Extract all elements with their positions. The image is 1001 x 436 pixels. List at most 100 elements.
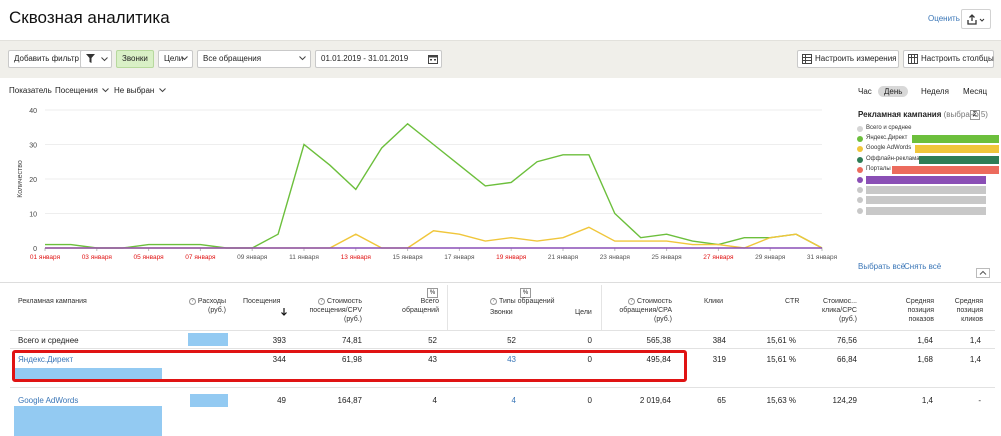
row-total-ctr: 15,61 % — [766, 336, 796, 345]
col-cpv-label: Стоимость посещения/CPV (руб.) — [309, 298, 362, 323]
legend-bar — [866, 176, 986, 184]
row-adwords-cpv: 164,87 — [337, 396, 362, 405]
row-divider — [10, 330, 995, 331]
calendar-icon[interactable] — [428, 54, 438, 64]
col-campaign[interactable]: Рекламная кампания — [18, 298, 87, 305]
row-yandex-name[interactable]: Яндекс.Директ — [18, 355, 74, 364]
row-yandex-clicks: 319 — [712, 355, 726, 364]
row-adwords-ctr: 15,63 % — [766, 396, 796, 405]
col-avg-impr[interactable]: Средняя позиция показов — [905, 298, 934, 323]
row-adwords-cpc: 124,29 — [832, 396, 857, 405]
goals-dropdown[interactable]: Цели — [158, 50, 193, 68]
legend-title-text: Рекламная кампания — [858, 110, 942, 119]
calls-toggle[interactable]: Звонки — [116, 50, 154, 68]
row-total-calls: 52 — [507, 336, 516, 345]
col-calls[interactable]: Звонки — [490, 309, 513, 316]
configure-columns-button[interactable]: Настроить столбцы — [903, 50, 994, 68]
legend-dot — [857, 166, 863, 173]
collapse-panel-icon[interactable] — [976, 268, 990, 278]
info-icon: ? — [490, 297, 497, 305]
rate-link[interactable]: Оценить — [928, 14, 960, 23]
x-tick-label: 29 января — [755, 254, 786, 261]
col-visits[interactable]: Посещения — [243, 297, 288, 316]
col-goals[interactable]: Цели — [575, 309, 592, 316]
indicator-second-dropdown[interactable]: Не выбран — [114, 86, 166, 95]
x-tick-label: 27 января — [703, 254, 734, 261]
legend-label: Порталы — [866, 165, 891, 172]
row-total-total: 52 — [428, 336, 437, 345]
row-yandex-avg-click: 1,4 — [969, 355, 981, 364]
indicator-metric-dropdown[interactable]: Посещения — [55, 86, 109, 95]
chevron-down-icon — [101, 57, 108, 62]
sigma-toggle[interactable]: Σ — [970, 110, 980, 120]
col-cpc[interactable]: Стоимос... клика/CPC (руб.) — [822, 298, 857, 323]
row-adwords-avg-click: - — [978, 396, 981, 405]
period-day[interactable]: День — [878, 86, 909, 97]
x-tick-label: 19 января — [496, 254, 527, 261]
legend-dot — [857, 136, 863, 143]
col-total[interactable]: Всего обращений — [402, 298, 439, 314]
sort-desc-icon — [281, 308, 287, 316]
x-tick-label: 11 января — [289, 254, 319, 261]
legend-dot — [857, 197, 863, 204]
header-divider — [601, 285, 602, 330]
indicator-second-value: Не выбран — [114, 86, 155, 95]
row-divider — [10, 348, 995, 349]
x-tick-label: 31 января — [807, 254, 838, 261]
y-tick-label: 20 — [29, 177, 37, 184]
col-ctr[interactable]: CTR — [785, 298, 800, 305]
row-yandex-cpa: 495,84 — [646, 355, 671, 364]
highlight-box — [12, 350, 687, 382]
row-adwords-name[interactable]: Google AdWords — [18, 396, 79, 405]
period-hour[interactable]: Час — [858, 87, 872, 96]
period-month[interactable]: Месяц — [963, 87, 988, 96]
appeals-select[interactable]: Все обращения — [197, 50, 311, 68]
export-icon — [967, 14, 985, 25]
legend-title: Рекламная кампания (выбрано 5) — [858, 110, 988, 119]
x-tick-label: 15 января — [392, 254, 423, 261]
chart-panel — [0, 78, 1001, 276]
row-yandex-calls[interactable]: 43 — [507, 355, 516, 364]
chevron-down-icon — [299, 56, 306, 61]
funnel-icon — [86, 54, 95, 63]
legend-bar — [915, 145, 999, 154]
legend-dot — [857, 207, 863, 214]
col-expenses[interactable]: ? Расходы (руб.) — [186, 297, 226, 315]
period-week[interactable]: Неделя — [921, 87, 949, 96]
y-tick-label: 10 — [29, 212, 37, 219]
page-title: Сквозная аналитика — [9, 8, 170, 27]
row-total-avg-impr: 1,64 — [917, 336, 933, 345]
col-avg-click[interactable]: Средняя позиция кликов — [954, 298, 983, 323]
col-clicks[interactable]: Клики — [704, 298, 724, 305]
date-range-value: 01.01.2019 - 31.01.2019 — [321, 54, 409, 63]
col-cpv[interactable]: ? Стоимость посещения/CPV (руб.) — [300, 297, 362, 324]
dimensions-icon — [802, 54, 812, 64]
row-total-goals: 0 — [587, 336, 592, 345]
legend-bar — [866, 196, 986, 205]
filter-funnel-dropdown[interactable] — [80, 50, 112, 68]
col-cpa[interactable]: ? Стоимость обращения/CPA (руб.) — [612, 297, 672, 324]
export-button[interactable] — [961, 9, 991, 29]
y-tick-label: 0 — [33, 246, 37, 253]
indicator-label: Показатель — [9, 86, 52, 95]
legend-dot — [857, 156, 863, 163]
select-all-link[interactable]: Выбрать всё — [858, 262, 906, 271]
row-adwords-total: 4 — [432, 396, 437, 405]
percent-toggle[interactable]: % — [427, 288, 438, 298]
row-adwords-avg-impr: 1,4 — [921, 396, 933, 405]
legend-dot — [857, 177, 863, 183]
clear-all-link[interactable]: Снять всё — [904, 262, 942, 271]
data-table — [0, 282, 1001, 436]
date-range-input[interactable]: 01.01.2019 - 31.01.2019 — [315, 50, 442, 68]
configure-dimensions-button[interactable]: Настроить измерения — [797, 50, 899, 68]
col-types[interactable]: ? Типы обращений — [490, 297, 555, 306]
legend-label: Яндекс.Директ — [866, 135, 908, 142]
x-tick-label: 21 января — [548, 254, 579, 261]
add-filter-button[interactable]: Добавить фильтр — [8, 50, 85, 68]
legend-dot — [857, 146, 863, 153]
percent-toggle[interactable]: % — [520, 288, 531, 298]
page-header: Сквозная аналитика Оценить — [0, 0, 1001, 40]
row-adwords-calls[interactable]: 4 — [511, 396, 516, 405]
legend-label: Google AdWords — [866, 145, 912, 152]
expenses-bar — [188, 333, 228, 346]
